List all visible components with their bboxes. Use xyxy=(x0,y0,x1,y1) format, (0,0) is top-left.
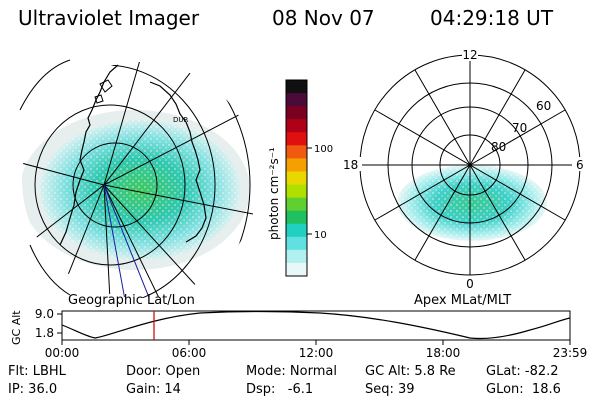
coast-label: DUR xyxy=(173,116,189,124)
instrument-title: Ultraviolet Imager xyxy=(18,6,200,30)
colorbar-segment xyxy=(286,80,307,94)
altitude-ytick-9: 9.0 xyxy=(35,307,54,321)
altitude-plot xyxy=(57,310,571,345)
mlt-label-6: 6 xyxy=(576,158,584,172)
info-glon: GLon: 18.6 xyxy=(486,382,561,397)
colorbar-segment xyxy=(286,171,307,186)
mlt-label-18: 18 xyxy=(343,158,358,172)
geographic-map xyxy=(22,62,258,298)
colorbar-tick-100: 100 xyxy=(314,144,333,155)
colorbar-unit-label: photon cm⁻²s⁻¹ xyxy=(267,147,281,240)
altitude-ylabel: GC Alt xyxy=(10,310,23,345)
mlat-label-60: 60 xyxy=(536,99,551,113)
x-ticks xyxy=(61,340,571,345)
colorbar-tick-10: 10 xyxy=(314,230,327,241)
altitude-xtick-4: 23:59 xyxy=(553,346,588,360)
info-door: Door: Open xyxy=(126,364,201,379)
time-label: 04:29:18 UT xyxy=(430,6,554,30)
colorbar-segment xyxy=(286,158,307,172)
meridians-blue xyxy=(103,184,151,298)
outer-arcs xyxy=(19,59,71,296)
colorbar-segment xyxy=(286,223,307,238)
meridians xyxy=(22,62,258,298)
mlt-label-0: 0 xyxy=(466,277,474,291)
magnetic-polar-plot xyxy=(340,47,584,291)
colorbar-segment xyxy=(286,262,307,277)
info-dsp: Dsp: -6.1 xyxy=(246,382,314,397)
colorbar-segment xyxy=(286,119,307,133)
altitude-xtick-2: 12:00 xyxy=(299,346,334,360)
colorbar-segment xyxy=(286,145,307,159)
colorbar-segment xyxy=(286,236,307,251)
colorbar-segment xyxy=(286,249,307,264)
altitude-xtick-1: 06:00 xyxy=(172,346,207,360)
info-glat: GLat: -82.2 xyxy=(486,364,559,379)
colorbar xyxy=(286,80,307,277)
coastline xyxy=(59,64,207,246)
colorbar-segment xyxy=(286,93,307,107)
colorbar-segment xyxy=(286,106,307,120)
mlat-label-70: 70 xyxy=(512,121,527,135)
info-seq: Seq: 39 xyxy=(365,382,415,397)
info-ip: IP: 36.0 xyxy=(8,382,58,397)
colorbar-segment xyxy=(286,210,307,225)
info-gain: Gain: 14 xyxy=(126,382,181,397)
colorbar-segment xyxy=(286,197,307,212)
mlt-label-12: 12 xyxy=(462,48,477,62)
altitude-xtick-3: 18:00 xyxy=(426,346,461,360)
magnetic-caption: Apex MLat/MLT xyxy=(414,293,512,308)
altitude-ytick-1.8: 1.8 xyxy=(35,326,54,340)
info-mode: Mode: Normal xyxy=(246,364,337,379)
mlat-label-80: 80 xyxy=(491,140,506,154)
mlt-spokes xyxy=(360,55,580,275)
info-flt: Flt: LBHL xyxy=(8,364,66,379)
info-gcalt: GC Alt: 5.8 Re xyxy=(365,364,456,379)
colorbar-segment xyxy=(286,184,307,199)
date-label: 08 Nov 07 xyxy=(272,6,375,30)
colorbar-segment xyxy=(286,132,307,146)
geographic-caption: Geographic Lat/Lon xyxy=(68,293,195,308)
altitude-curve xyxy=(61,310,571,340)
altitude-xtick-0: 00:00 xyxy=(45,346,80,360)
